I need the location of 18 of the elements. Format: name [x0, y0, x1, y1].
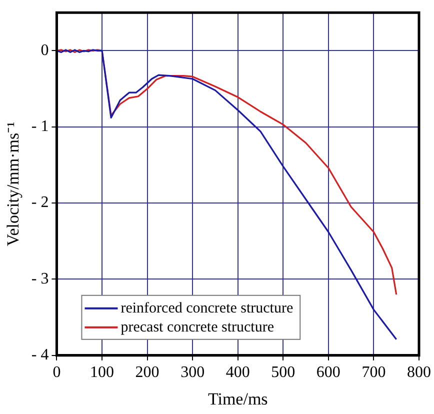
y-tick-label: - 3: [31, 270, 49, 288]
x-tick-label: 600: [316, 364, 340, 382]
x-tick-label: 200: [135, 364, 160, 382]
y-tick-label: - 2: [31, 194, 49, 212]
x-tick-label: 300: [180, 364, 205, 382]
x-axis-title: Time/ms: [208, 389, 268, 408]
y-tick-label: 0: [40, 42, 49, 59]
y-tick-label: - 1: [31, 118, 49, 136]
x-tick-label: 0: [52, 364, 61, 382]
legend-label: reinforced concrete structure: [120, 300, 294, 316]
x-tick-label: 500: [271, 364, 296, 382]
y-tick-label: - 4: [31, 346, 49, 364]
y-axis-title: Velocity/mm·ms⁻¹: [4, 122, 23, 246]
x-tick-label: 100: [90, 364, 114, 382]
x-tick-label: 800: [407, 364, 431, 382]
x-tick-label: 400: [226, 364, 250, 382]
legend-label: precast concrete structure: [120, 319, 274, 336]
x-tick-label: 700: [362, 364, 386, 382]
